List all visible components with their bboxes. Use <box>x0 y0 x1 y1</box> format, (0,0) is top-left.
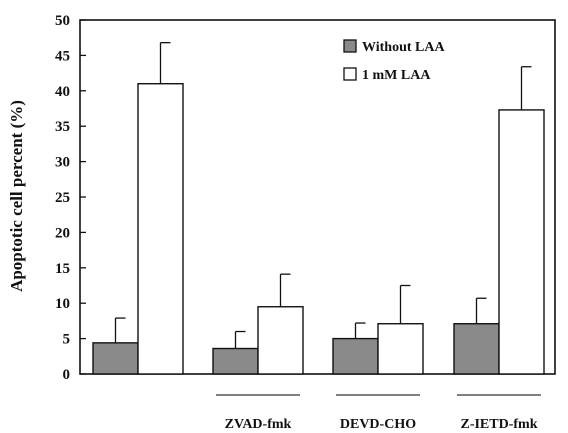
x-tick-label: ZVAD-fmk <box>225 417 292 432</box>
y-tick-label: 0 <box>63 367 71 383</box>
y-tick-label: 40 <box>55 84 70 100</box>
plot-area: 0 5 10 15 20 25 30 35 40 45 50 ZVAD-fmk DEVD-CHO Z-IE… <box>55 13 556 432</box>
y-tick-label: 5 <box>63 332 71 348</box>
x-tick-label: DEVD-CHO <box>340 417 416 432</box>
bar-without-laa <box>212 347 259 375</box>
bar-without-laa <box>453 323 500 375</box>
legend-label: Without LAA <box>362 40 445 55</box>
y-tick-label: 50 <box>55 13 70 29</box>
bar-laa <box>377 323 424 375</box>
y-axis-label: Apoptotic cell percent (%) <box>7 100 26 292</box>
legend-label: 1 mM LAA <box>362 68 431 83</box>
y-tick-label: 10 <box>55 296 70 312</box>
y-tick-label: 30 <box>55 155 70 171</box>
y-tick-label: 45 <box>55 48 70 64</box>
bar-without-laa <box>332 337 379 375</box>
bar-laa <box>498 109 545 375</box>
legend-swatch <box>343 39 357 53</box>
y-tick-label: 20 <box>55 225 70 241</box>
legend-swatch <box>343 67 357 81</box>
y-tick-label: 15 <box>55 261 70 277</box>
x-tick-label: Z-IETD-fmk <box>460 417 537 432</box>
bar-laa <box>137 83 184 375</box>
y-tick-label: 35 <box>55 119 70 135</box>
bar-laa <box>257 306 304 375</box>
y-tick-label: 25 <box>55 190 70 206</box>
bar-without-laa <box>92 342 139 375</box>
